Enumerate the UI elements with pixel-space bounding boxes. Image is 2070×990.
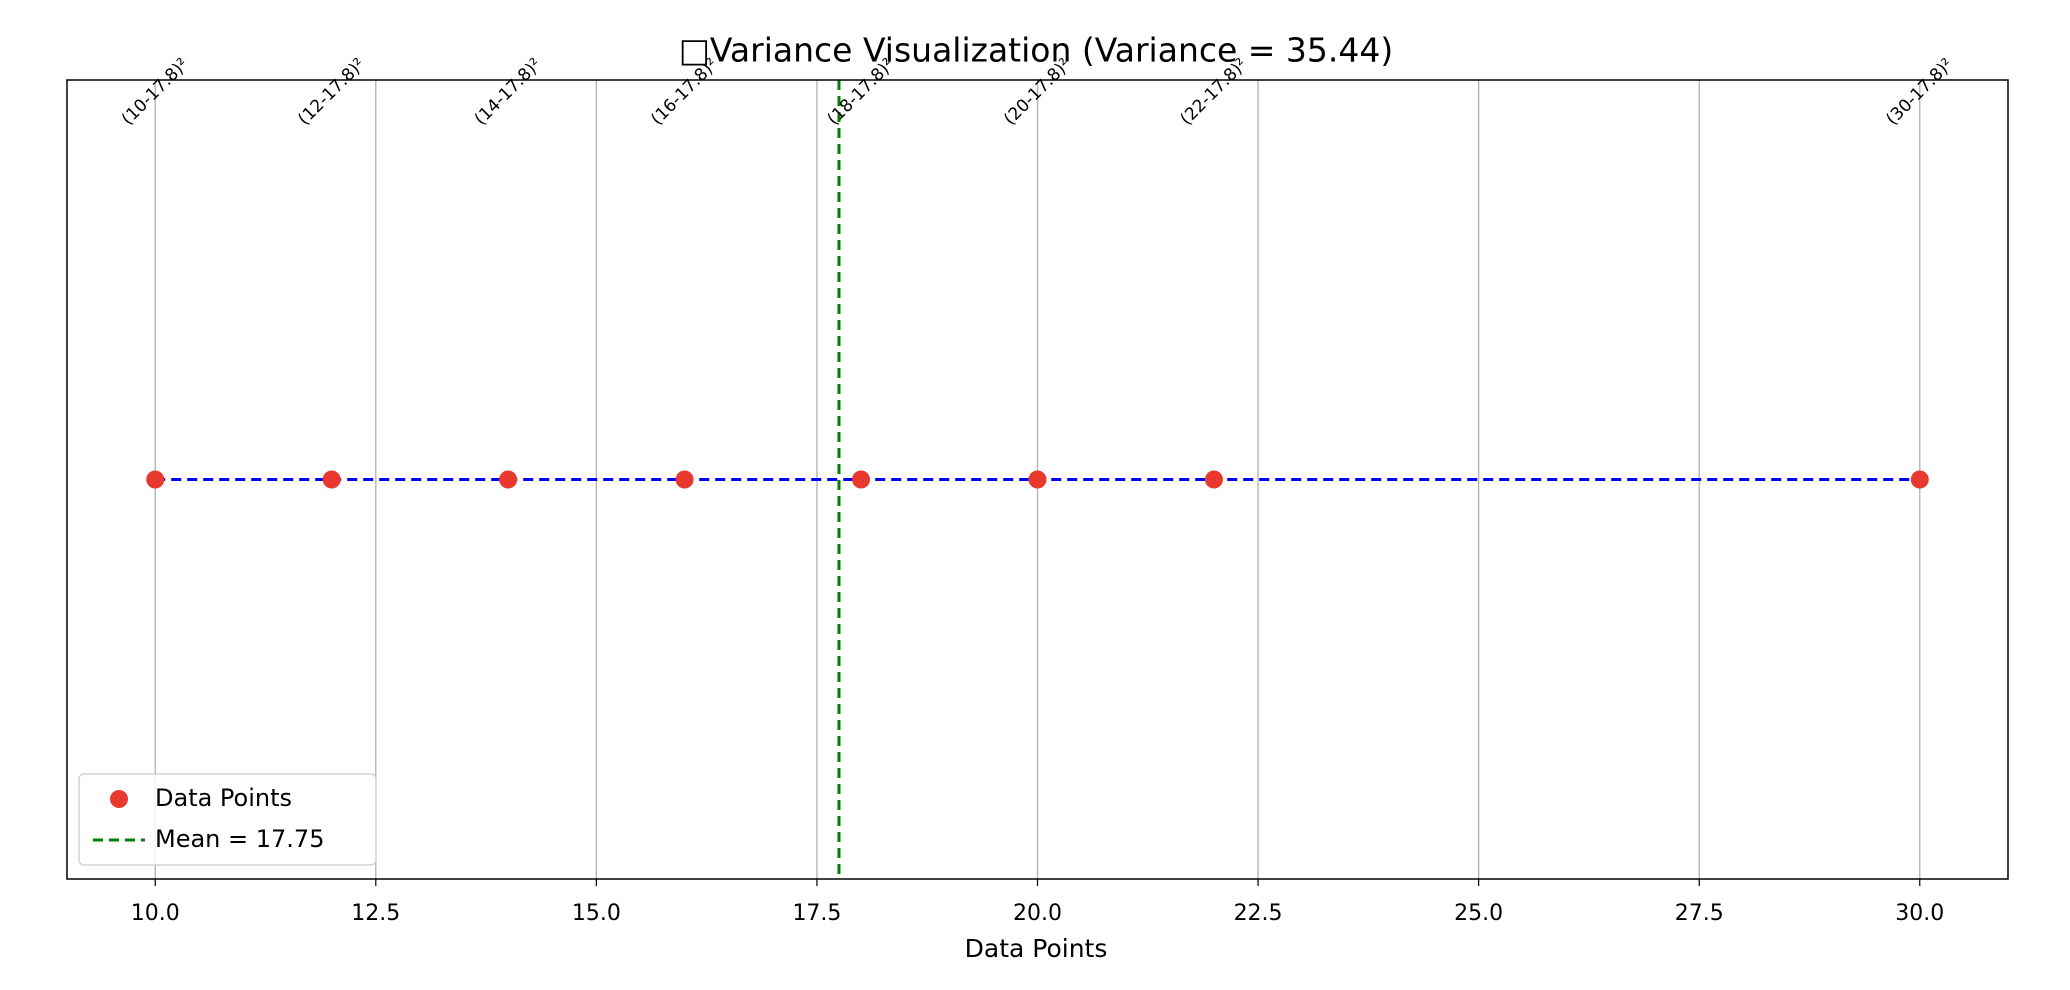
x-axis-label: Data Points [965,934,1108,963]
x-tick-label: 25.0 [1454,901,1503,926]
chart-title: □Variance Visualization (Variance = 35.4… [679,31,1394,70]
data-point [675,470,694,489]
annotation: (14-17.8)² [471,55,546,130]
data-point [1028,470,1047,489]
data-point [146,470,165,489]
x-tick-label: 17.5 [792,901,841,926]
data-point [852,470,871,489]
x-tick-label: 22.5 [1234,901,1283,926]
plot-frame [66,79,2009,880]
x-tick-label: 10.0 [131,901,180,926]
data-point [322,470,341,489]
x-tick-label: 30.0 [1895,901,1944,926]
x-tick-label: 15.0 [572,901,621,926]
x-tick-label: 27.5 [1675,901,1724,926]
x-tick-label: 20.0 [1013,901,1062,926]
legend-marker [110,790,128,808]
data-point [1204,470,1223,489]
annotation: (12-17.8)² [294,55,369,130]
legend-box [78,773,377,866]
x-tick-label: 12.5 [351,901,400,926]
data-point [1910,470,1929,489]
legend-label: Data Points [155,784,292,812]
legend-label: Mean = 17.75 [155,825,324,853]
data-point [499,470,518,489]
